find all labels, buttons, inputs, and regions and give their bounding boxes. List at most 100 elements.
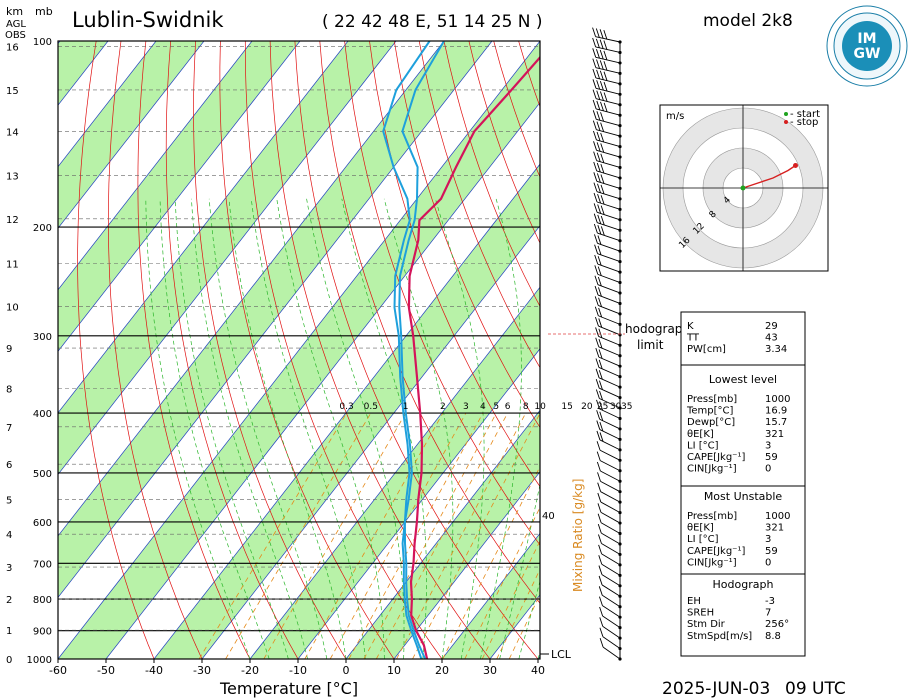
isotherm-line [249, 286, 540, 659]
wind-barb [600, 460, 621, 472]
wind-barbs [592, 27, 622, 661]
dry-adiabat [369, 41, 540, 488]
x-tick-label: -20 [241, 664, 259, 677]
dry-adiabat [77, 41, 155, 659]
height-label: 0 [6, 655, 12, 666]
barb-flag [596, 142, 601, 152]
wind-barb [595, 77, 621, 85]
basic-value: 3.34 [765, 344, 787, 355]
wind-barb [601, 532, 621, 545]
dry-adiabat [319, 41, 540, 604]
lowest-key: θE[K] [687, 429, 714, 440]
indices-section-title: Hodograph [713, 578, 774, 591]
wind-barb [600, 491, 621, 503]
barb-flag [596, 451, 601, 461]
barb-flag [593, 223, 598, 234]
isotherm-line [58, 41, 301, 352]
x-tick-label: 0 [343, 664, 350, 677]
wind-barb [596, 191, 621, 200]
barb-flag [597, 513, 602, 523]
mb-head: mb [35, 5, 53, 18]
barb-flag [599, 81, 604, 91]
wind-barb [596, 129, 621, 137]
wind-barb [595, 56, 621, 64]
dry-adiabat [344, 41, 540, 546]
barb-flag [603, 29, 608, 40]
pressure-label: 700 [33, 559, 52, 570]
mixing-ratio-line [496, 568, 540, 659]
height-label: 12 [6, 215, 19, 226]
mu-value: 321 [765, 523, 784, 534]
barb-flag [599, 411, 604, 421]
barb-flag [596, 69, 601, 80]
barb-flag [598, 318, 603, 328]
barb-flag [597, 482, 602, 492]
barb-flag [596, 111, 601, 121]
wind-barb [598, 356, 621, 367]
mu-value: 1000 [765, 511, 790, 522]
barb-flag [593, 130, 597, 141]
barb-flag [596, 173, 601, 183]
barb-flag [593, 151, 598, 161]
barb-flag [592, 99, 597, 110]
barb-flag [598, 370, 603, 380]
isotherm-line [58, 41, 445, 537]
wind-barb [601, 553, 621, 566]
wind-barb [599, 439, 621, 451]
barb-flag [593, 161, 598, 172]
barb-flag [592, 27, 596, 37]
barb-flag [595, 337, 600, 347]
dry-adiabat [443, 41, 540, 308]
barb-flag [596, 410, 601, 420]
barb-flag [596, 399, 600, 410]
hodo-key: SREH [687, 608, 714, 619]
indices-lowest-box [680, 364, 806, 487]
mixing-ratio-line [304, 412, 444, 659]
isotherm-line [58, 41, 253, 291]
barb-flag [598, 328, 603, 338]
barb-flag [594, 254, 599, 265]
moist-adiabat [174, 198, 289, 659]
height-label: 13 [6, 171, 19, 182]
wind-barb [600, 522, 621, 534]
mixing-ratio-label: 10 [534, 402, 546, 412]
lowest-value: 321 [765, 429, 784, 440]
svg-text:GW: GW [854, 46, 881, 62]
hodo-key: Stm Dir [687, 619, 726, 630]
barb-flag [597, 183, 601, 193]
barb-flag [600, 112, 604, 122]
mixing-ratio-label: 8 [523, 402, 529, 412]
barb-flag [598, 534, 602, 544]
height-label: 9 [6, 344, 12, 355]
barb-flag [592, 110, 597, 120]
barb-flag [593, 213, 598, 223]
wind-barb [597, 242, 621, 252]
height-label: 5 [6, 496, 12, 507]
isotherm-line [393, 471, 540, 659]
right-mark-40: 40 [542, 511, 555, 522]
hodo-value: 256° [765, 619, 789, 630]
basic-key: K [687, 321, 694, 332]
barb-flag [592, 37, 597, 48]
basic-value: 29 [765, 321, 778, 332]
barb-flag [594, 234, 598, 244]
wind-barb [597, 294, 621, 304]
wind-barb [599, 398, 621, 409]
barb-flag [599, 432, 604, 442]
height-label: 8 [6, 384, 12, 395]
barb-flag [594, 244, 599, 254]
barb-flag [595, 316, 599, 327]
barb-flag [596, 131, 601, 142]
indices-section-title: Most Unstable [704, 490, 783, 503]
barb-flag [594, 296, 599, 306]
height-label: 7 [6, 423, 12, 434]
dewpoint-profile [382, 41, 431, 659]
mixing-ratio-label: 0.5 [364, 402, 378, 412]
skewt-plot [58, 41, 540, 659]
mixing-ratio-label: 25 [597, 402, 608, 412]
lowest-value: 16.9 [765, 406, 787, 417]
hodo-legend-dot [784, 112, 788, 116]
barb-flag [599, 596, 603, 606]
wind-barb [601, 563, 621, 576]
barb-flag [593, 182, 598, 192]
